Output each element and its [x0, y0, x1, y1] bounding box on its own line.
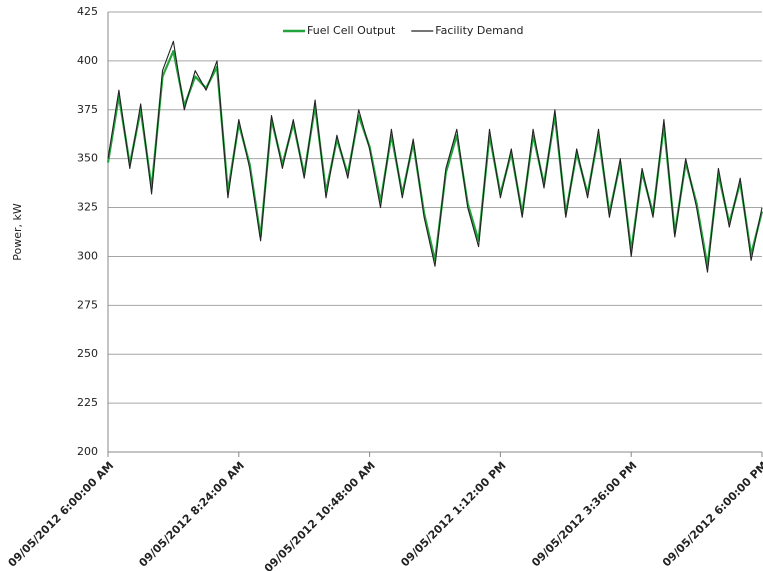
x-tick-label: 09/05/2012 1:12:00 PM — [398, 459, 508, 569]
y-tick-label: 225 — [77, 396, 98, 409]
x-tick-label: 09/05/2012 8:24:00 AM — [136, 459, 247, 570]
x-tick-label: 09/05/2012 3:36:00 PM — [529, 459, 639, 569]
x-tick-label: 09/05/2012 6:00:00 AM — [6, 459, 117, 570]
legend-label: Fuel Cell Output — [307, 24, 396, 37]
y-tick-label: 425 — [77, 5, 98, 18]
x-tick-label: 09/05/2012 10:48:00 AM — [262, 459, 378, 571]
y-tick-label: 300 — [77, 249, 98, 262]
y-tick-label: 350 — [77, 152, 98, 165]
y-axis-label: Power, kW — [11, 203, 24, 261]
legend-label: Facility Demand — [435, 24, 523, 37]
y-tick-label: 200 — [77, 445, 98, 458]
y-tick-label: 400 — [77, 54, 98, 67]
y-tick-label: 250 — [77, 347, 98, 360]
y-tick-label: 275 — [77, 298, 98, 311]
y-tick-label: 375 — [77, 103, 98, 116]
y-tick-label: 325 — [77, 201, 98, 214]
x-tick-label: 09/05/2012 6:00:00 PM — [660, 459, 763, 569]
series-line — [107, 40, 763, 273]
